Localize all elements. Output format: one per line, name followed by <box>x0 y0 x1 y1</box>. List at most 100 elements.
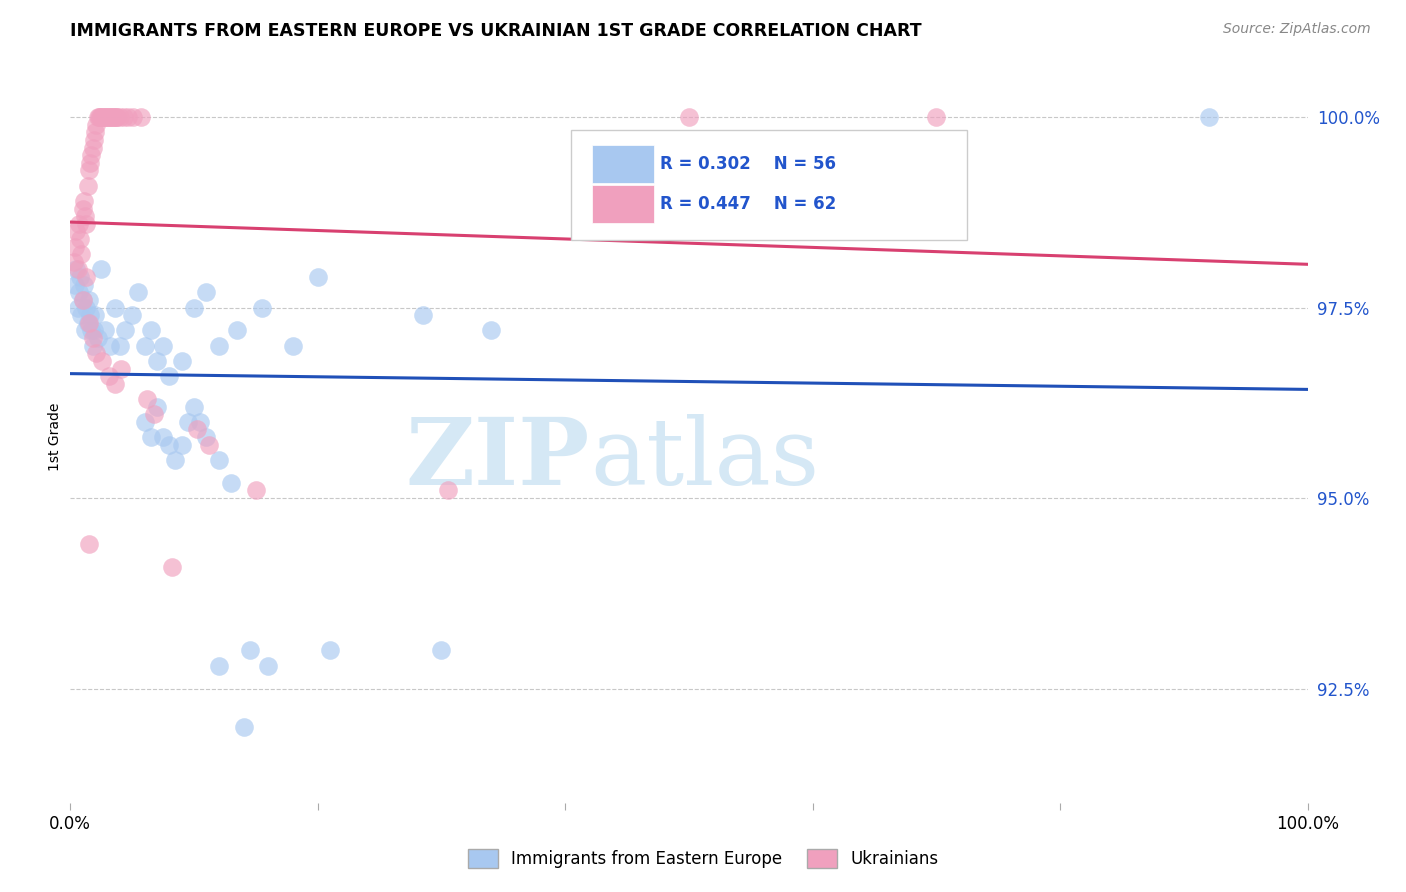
Point <box>134 339 156 353</box>
Point <box>157 438 180 452</box>
Point <box>143 407 166 421</box>
Point <box>83 323 105 337</box>
Point <box>104 110 127 124</box>
Point <box>219 475 242 490</box>
Text: IMMIGRANTS FROM EASTERN EUROPE VS UKRAINIAN 1ST GRADE CORRELATION CHART: IMMIGRANTS FROM EASTERN EUROPE VS UKRAIN… <box>70 22 922 40</box>
Point <box>678 110 700 124</box>
Point <box>146 400 169 414</box>
Point <box>479 323 502 337</box>
Point <box>104 301 127 315</box>
Point <box>139 323 162 337</box>
FancyBboxPatch shape <box>571 130 967 240</box>
Point <box>65 277 87 292</box>
Point <box>70 247 93 261</box>
Point <box>77 537 100 551</box>
FancyBboxPatch shape <box>592 145 654 183</box>
Point <box>76 178 98 193</box>
Point <box>122 110 145 124</box>
Point <box>94 323 117 337</box>
Point <box>65 239 87 253</box>
Point <box>76 316 98 330</box>
Point <box>79 308 101 322</box>
Point <box>79 156 101 170</box>
Text: R = 0.302    N = 56: R = 0.302 N = 56 <box>661 155 837 173</box>
Point <box>139 430 162 444</box>
Point <box>94 110 117 124</box>
Text: ZIP: ZIP <box>406 414 591 504</box>
Point <box>77 293 100 307</box>
Point <box>170 438 193 452</box>
Point <box>90 110 112 124</box>
Point <box>110 361 132 376</box>
Point <box>208 453 231 467</box>
Point <box>75 323 97 337</box>
Point <box>146 354 169 368</box>
Point <box>67 285 90 300</box>
Point <box>103 110 125 124</box>
Point <box>183 301 205 315</box>
Point <box>232 720 254 734</box>
Point <box>82 331 104 345</box>
Point <box>83 133 105 147</box>
Point <box>1198 110 1220 124</box>
Point <box>77 163 100 178</box>
Point <box>97 110 120 124</box>
Point <box>134 415 156 429</box>
Y-axis label: 1st Grade: 1st Grade <box>48 403 62 471</box>
Point <box>101 110 124 124</box>
Point <box>195 285 218 300</box>
Point <box>75 217 97 231</box>
Point <box>91 110 114 124</box>
Point <box>72 293 94 307</box>
Point <box>84 118 107 132</box>
Point <box>98 110 121 124</box>
Point <box>86 110 108 124</box>
Point <box>77 316 100 330</box>
Point <box>93 110 115 124</box>
Point <box>66 262 89 277</box>
Point <box>96 110 118 124</box>
Point <box>250 301 273 315</box>
Text: atlas: atlas <box>591 414 820 504</box>
Point <box>170 354 193 368</box>
Point <box>97 369 120 384</box>
Point <box>98 339 121 353</box>
Point <box>112 110 135 124</box>
Point <box>96 110 118 124</box>
Point <box>129 110 152 124</box>
Point <box>208 658 231 673</box>
Point <box>245 483 267 498</box>
Point <box>72 293 94 307</box>
Point <box>80 148 103 162</box>
Point <box>186 422 208 436</box>
Point <box>127 285 149 300</box>
Point <box>65 262 87 277</box>
Point <box>67 217 90 231</box>
Point <box>80 323 103 337</box>
Point <box>73 277 96 292</box>
Text: Source: ZipAtlas.com: Source: ZipAtlas.com <box>1223 22 1371 37</box>
Point <box>281 339 304 353</box>
Point <box>412 308 434 322</box>
Point <box>183 400 205 414</box>
Point <box>87 110 110 124</box>
Point <box>75 209 97 223</box>
Point <box>73 194 96 208</box>
Point <box>239 643 262 657</box>
Point <box>69 232 91 246</box>
Point <box>90 262 112 277</box>
Legend: Immigrants from Eastern Europe, Ukrainians: Immigrants from Eastern Europe, Ukrainia… <box>461 842 945 875</box>
Point <box>105 110 128 124</box>
Point <box>226 323 249 337</box>
Point <box>72 202 94 216</box>
Point <box>84 308 107 322</box>
Point <box>188 415 211 429</box>
Point <box>307 270 329 285</box>
Text: R = 0.447    N = 62: R = 0.447 N = 62 <box>661 194 837 213</box>
Point <box>75 270 97 285</box>
Point <box>108 339 131 353</box>
Point <box>86 331 108 345</box>
Point <box>430 643 453 657</box>
Point <box>105 110 128 124</box>
Point <box>436 483 458 498</box>
